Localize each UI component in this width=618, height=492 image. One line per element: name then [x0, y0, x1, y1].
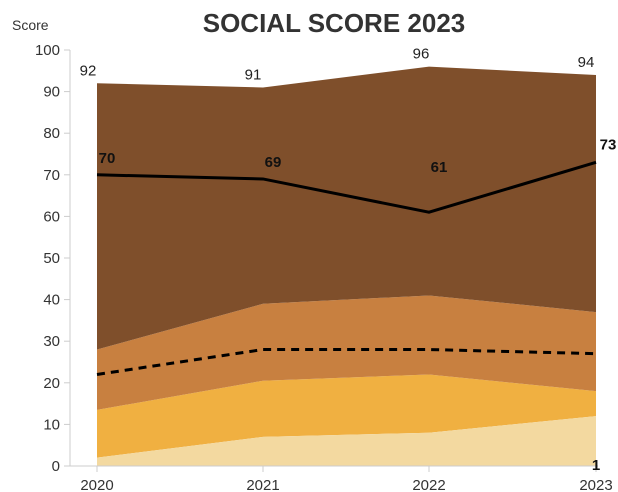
y-tick-label: 20 — [43, 375, 60, 392]
x-tick-label: 2020 — [80, 477, 113, 492]
y-tick-label: 90 — [43, 84, 60, 101]
median-value-label: 73 — [600, 136, 617, 153]
y-tick-label: 0 — [52, 458, 60, 475]
y-tick-label: 100 — [35, 42, 60, 59]
max-value-label: 92 — [80, 62, 97, 79]
y-tick-label: 70 — [43, 167, 60, 184]
area-band-4 — [97, 416, 596, 466]
max-value-label: 91 — [245, 66, 262, 83]
area-band-3 — [97, 66, 596, 350]
y-axis-label: Score — [12, 17, 49, 33]
max-value-label: 96 — [413, 46, 430, 63]
area-band-2 — [97, 295, 596, 410]
y-tick-label: 40 — [43, 292, 60, 309]
y-tick-label: 80 — [43, 125, 60, 142]
median-series-line — [96, 160, 597, 214]
x-tick-label: 2023 — [579, 477, 612, 492]
y-tick-label: 30 — [43, 333, 60, 350]
min-value-label: 1 — [592, 457, 600, 474]
median-value-label: 70 — [99, 150, 116, 167]
trend-lines — [96, 160, 597, 376]
median-value-label: 61 — [431, 159, 448, 176]
axes: 0 10 20 30 40 50 60 70 80 90 100 2020 2021 2022 2023 — [35, 42, 613, 492]
max-value-label: 94 — [578, 54, 595, 71]
chart-title: SOCIAL SCORE 2023 — [203, 8, 466, 38]
x-tick-label: 2021 — [246, 477, 279, 492]
y-tick-label: 50 — [43, 250, 60, 267]
x-tick-label: 2022 — [412, 477, 445, 492]
median-value-label: 69 — [265, 154, 282, 171]
area-bands — [97, 66, 596, 466]
y-tick-label: 10 — [43, 416, 60, 433]
data-labels: 92 91 96 94 70 69 61 73 1 — [80, 46, 617, 474]
area-band-1 — [97, 374, 596, 458]
y-tick-label: 60 — [43, 208, 60, 225]
